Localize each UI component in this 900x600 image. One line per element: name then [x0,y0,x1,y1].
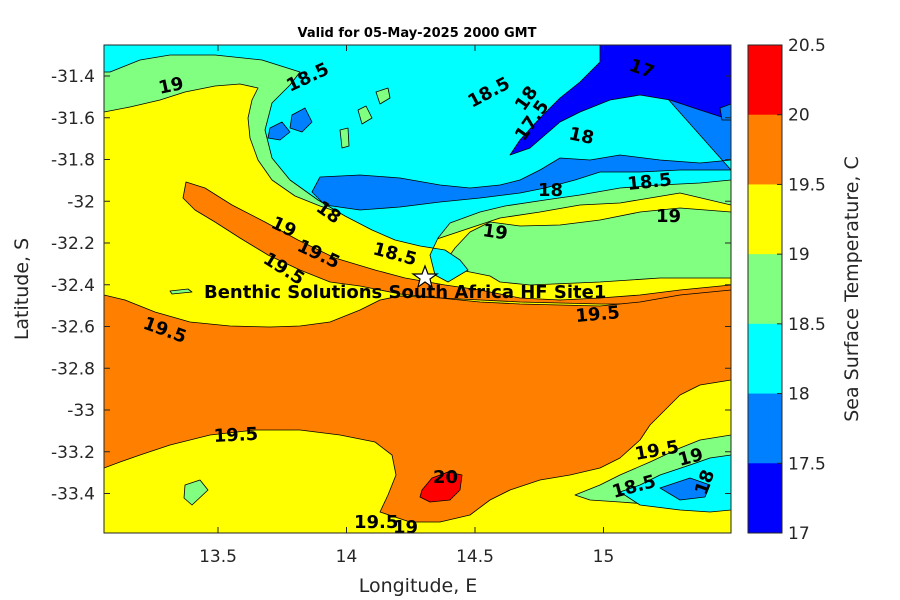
colorbar-segment [748,393,782,464]
sst-band-17-17.5 [509,45,731,156]
sst-patch-17.5-c [719,103,731,121]
star-icon [411,264,439,289]
map-title: Valid for 05-May-2025 2000 GMT [298,26,537,41]
colorbar-tick-label: 19.5 [788,175,826,195]
y-tick-label: -32.6 [51,318,95,338]
y-tick-label: -33 [67,401,95,421]
x-axis: 13.5 14 14.5 15 [199,45,614,567]
y-tick-label: -31.8 [51,151,95,171]
y-tick-label: -32.4 [51,276,95,296]
y-tick-label: -32 [67,192,95,212]
y-tick-label: -33.2 [51,443,95,463]
sst-patch-18.5-a [375,87,391,105]
colorbar-label: Sea Surface Temperature, C [841,156,863,422]
sst-patch-18.5-b [357,105,373,125]
colorbar-segment [748,114,782,185]
contour-label: 20 [433,467,458,488]
contour-label: 19.5 [575,302,621,327]
colorbar-tick-label: 18 [788,385,810,405]
plot-frame [103,44,732,534]
x-axis-label: Longitude, E [359,575,478,597]
colorbar-tick-label: 20 [788,106,810,126]
contour-label: 19.5 [354,512,398,533]
sst-patch-18.5-d [169,288,193,295]
sst-patch-17.5-d [659,477,711,501]
colorbar-tick-label: 18.5 [788,315,826,335]
colorbar-frame [747,44,783,534]
sst-patch-18.5-c [339,127,350,149]
x-tick-label: 14 [336,547,358,567]
contour-label: 19.5 [213,424,258,447]
y-tick-label: -33.4 [51,485,95,505]
y-tick-label: -32.2 [51,234,95,254]
contour-label: 19 [157,73,186,99]
contour-label: 19 [393,517,418,538]
contour-label: 19 [481,220,509,244]
sst-patch-17.5-a [289,107,313,133]
sst-band-19.5-20-main [104,289,731,523]
y-tick-label: -31.4 [51,67,95,87]
sst-patch-17.5-b [267,121,291,141]
colorbar-segment [748,184,782,255]
colorbar-segment [748,463,782,534]
contour-label: 19 [656,206,681,227]
y-axis-label: Latitude, S [11,238,33,340]
y-tick-label: -31.6 [51,109,95,129]
y-axis: -31.4 -31.6 -31.8 -32 -32.2 -32.4 -32.6 -32.8 -3… [51,67,731,505]
colorbar-tick-label: 17 [788,524,810,544]
colorbar-segment [748,254,782,325]
contour-label: 18.5 [626,169,672,195]
sst-band-17.5-18 [311,45,731,211]
contour-label: 18 [538,180,563,201]
site-label: Benthic Solutions South Africa HF Site1 [204,282,606,303]
site-marker: Benthic Solutions South Africa HF Site1 [204,264,606,303]
colorbar-tick-label: 17.5 [788,454,826,474]
x-tick-label: 13.5 [199,547,237,567]
colorbar-tick-label: 20.5 [788,36,826,56]
contour-label: 18 [567,123,596,149]
x-tick-label: 14.5 [456,547,494,567]
colorbar-segment [748,45,782,116]
colorbar-segment [748,323,782,395]
colorbar-tick-label: 19 [788,245,810,265]
colorbar: 20.5 20 19.5 19 18.5 18 17.5 17 [747,36,826,544]
plot-area [104,45,731,533]
x-tick-label: 15 [593,547,615,567]
sst-patch-20-20.5 [419,471,463,503]
sst-patch-18.5-e [183,479,209,506]
y-tick-label: -32.8 [51,359,95,379]
